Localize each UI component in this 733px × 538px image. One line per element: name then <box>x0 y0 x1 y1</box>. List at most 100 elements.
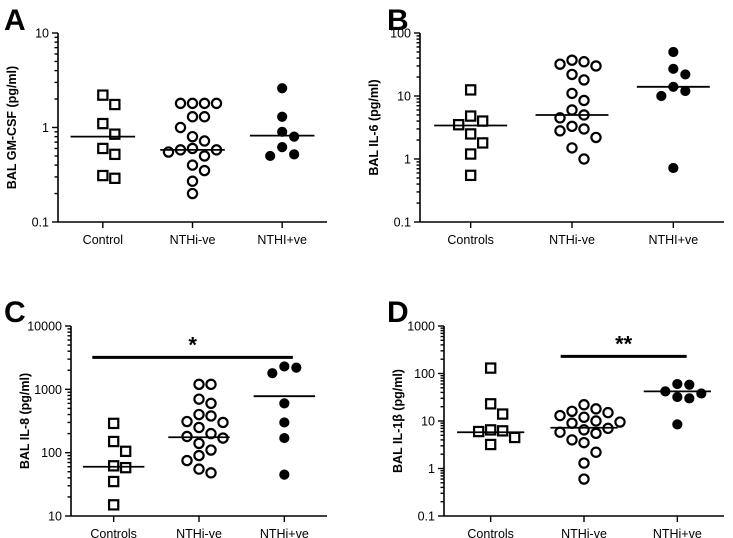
data-point <box>279 469 290 480</box>
data-point <box>198 111 211 123</box>
data-point <box>668 63 679 74</box>
data-point <box>464 128 477 140</box>
data-point <box>484 398 497 410</box>
data-point <box>684 379 695 390</box>
x-tick-label: NTHi-ve <box>549 233 595 247</box>
data-point <box>508 431 521 444</box>
significance-label: * <box>188 332 197 357</box>
x-tick-label: NTHi-ve <box>176 527 222 538</box>
data-point <box>119 461 132 474</box>
y-tick-label: 100 <box>390 27 411 41</box>
data-point <box>656 90 667 102</box>
data-point <box>578 399 590 411</box>
data-point <box>277 111 288 122</box>
data-point <box>107 435 120 448</box>
significance-label: ** <box>615 331 633 356</box>
data-point <box>205 467 217 479</box>
data-point <box>193 463 205 475</box>
y-tick-label: 1 <box>428 462 435 476</box>
data-point <box>198 150 211 162</box>
data-point <box>566 68 578 81</box>
data-point <box>97 169 109 182</box>
data-point <box>554 125 566 137</box>
data-point <box>578 153 590 165</box>
data-point <box>119 445 132 458</box>
data-point <box>672 378 683 390</box>
y-axis-label: BAL IL-1β (pg/ml) <box>391 369 405 473</box>
data-point <box>289 131 300 142</box>
panel-letter: D <box>387 296 409 329</box>
data-point <box>578 411 590 423</box>
data-point <box>107 499 120 511</box>
y-tick-label: 1000 <box>407 320 435 334</box>
data-point <box>578 457 590 469</box>
data-point <box>464 110 477 122</box>
data-point <box>174 97 187 110</box>
data-point <box>590 403 602 415</box>
data-point <box>279 417 290 428</box>
data-point <box>578 94 590 107</box>
data-point <box>97 142 109 155</box>
data-point <box>193 378 205 391</box>
data-point <box>186 159 199 171</box>
y-axis-label: BAL IL-6 (pg/ml) <box>367 79 381 175</box>
data-point <box>109 98 121 111</box>
data-point <box>109 148 121 161</box>
data-point <box>566 434 578 446</box>
data-point <box>291 362 302 373</box>
data-point <box>198 164 211 177</box>
data-point <box>614 416 626 428</box>
data-point <box>566 87 578 100</box>
data-point <box>668 162 679 174</box>
y-tick-label: 100 <box>41 446 62 460</box>
data-point <box>590 446 602 458</box>
y-axis-label: BAL IL-8 (pg/ml) <box>18 373 32 469</box>
data-point <box>186 142 199 155</box>
data-point <box>109 172 121 185</box>
x-tick-label: Controls <box>467 527 514 538</box>
data-point <box>590 60 602 72</box>
data-point <box>109 128 121 140</box>
y-tick-label: 1 <box>404 153 411 167</box>
data-point <box>289 149 300 160</box>
panel-letter: B <box>387 4 409 37</box>
data-point <box>205 427 217 440</box>
data-point <box>590 427 602 440</box>
data-point <box>205 378 217 391</box>
data-point <box>279 432 290 444</box>
data-point <box>554 409 566 422</box>
x-tick-label: NTHI+ve <box>648 233 698 247</box>
panel-c: C 10 100 1000 10000 Controls NTHi-ve NTHi+ve BAL… <box>4 296 327 538</box>
data-point <box>578 74 590 86</box>
data-point <box>554 426 566 438</box>
data-point <box>590 131 602 144</box>
data-point <box>696 388 707 399</box>
data-point <box>566 120 578 133</box>
y-tick-label: 10 <box>421 415 435 429</box>
panel-letter: C <box>4 296 26 329</box>
data-point <box>181 454 193 467</box>
data-point <box>277 142 288 153</box>
data-point <box>193 421 205 434</box>
data-point <box>210 97 223 110</box>
data-point <box>193 437 205 450</box>
data-point <box>205 444 217 456</box>
data-point <box>484 362 497 374</box>
data-point <box>186 130 199 143</box>
panel-letter: A <box>4 4 26 37</box>
data-point <box>672 419 683 430</box>
data-point <box>602 406 614 419</box>
data-point <box>267 368 278 379</box>
y-tick-label: 10 <box>397 90 411 104</box>
x-tick-label: Controls <box>90 527 137 538</box>
data-point <box>107 475 120 488</box>
data-point <box>107 417 120 430</box>
data-point <box>193 408 205 421</box>
data-point <box>578 123 590 135</box>
x-tick-label: NTHi-ve <box>561 527 607 538</box>
data-point <box>554 58 566 70</box>
data-point <box>186 97 199 110</box>
y-tick-label: 0.1 <box>394 216 411 230</box>
data-point <box>277 83 288 94</box>
